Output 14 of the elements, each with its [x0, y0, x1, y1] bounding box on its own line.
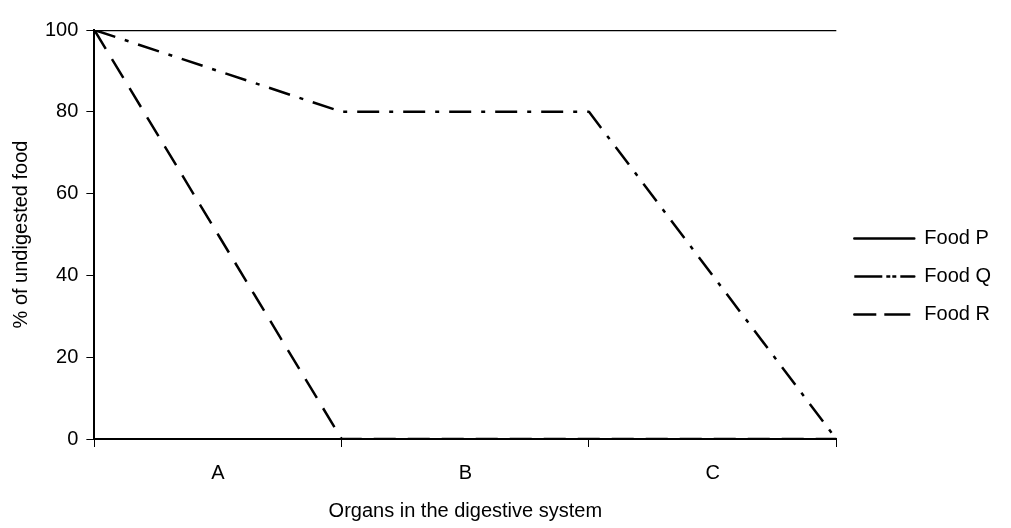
- y-tick-label: 100: [44, 17, 79, 40]
- legend-label: Food R: [924, 302, 990, 325]
- y-tick-label: 40: [56, 262, 79, 285]
- y-axis-title: % of undigested food: [8, 140, 31, 329]
- legend-label: Food Q: [924, 264, 991, 287]
- y-tick-label: 60: [56, 181, 79, 204]
- y-tick-label: 80: [56, 99, 79, 122]
- x-tick-label: C: [705, 460, 720, 483]
- x-tick-label: A: [211, 460, 226, 483]
- legend-label: Food P: [924, 226, 989, 249]
- y-tick-label: 20: [56, 344, 79, 367]
- y-tick-label: 0: [67, 426, 79, 449]
- x-axis-title: Organs in the digestive system: [328, 498, 603, 521]
- x-tick-label: B: [458, 460, 473, 483]
